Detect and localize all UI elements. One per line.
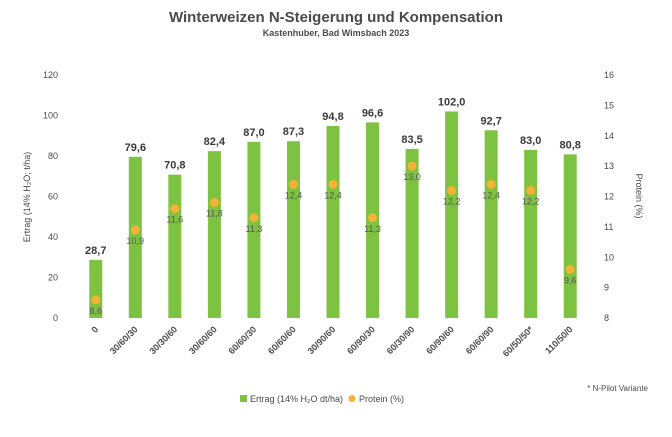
bars (89, 111, 577, 318)
protein-label: 12,4 (324, 190, 342, 200)
y-tick-left: 40 (48, 232, 58, 242)
x-tick-label: 110/50/0 (543, 324, 574, 355)
chart-title: Winterweizen N-Steigerung und Kompensati… (169, 9, 503, 26)
y-tick-left: 60 (48, 192, 58, 202)
protein-label: 11,6 (166, 215, 183, 225)
protein-labels: 8,6 10,9 11,6 11,8 11,3 12,4 12,4 11,3 13,0 12,2 1… (90, 172, 577, 316)
protein-point (368, 213, 378, 223)
x-tick-label: 60/60/90 (464, 324, 496, 356)
bar (247, 141, 261, 318)
protein-point (407, 161, 417, 171)
bar-label: 94,8 (322, 111, 343, 123)
bar-labels: 28,7 79,6 70,8 82,4 87,0 87,3 94,8 96,6 83,5 102,… (85, 96, 581, 256)
protein-point (130, 225, 140, 235)
protein-point (328, 179, 338, 189)
y-tick-right: 10 (604, 252, 614, 262)
x-tick-label: 30/60/30 (108, 324, 140, 356)
bar (286, 141, 300, 318)
bar-label: 82,4 (204, 136, 226, 148)
protein-label: 12,4 (482, 190, 500, 200)
protein-label: 12,2 (443, 196, 461, 206)
x-tick-label: 60/30/90 (385, 324, 417, 356)
y-axis-label-left: Ertrag (14% H₂O; t/ha) (22, 152, 32, 243)
bar-label: 79,6 (125, 142, 146, 154)
bar (563, 154, 577, 318)
bar (484, 130, 498, 318)
y-tick-left: 80 (48, 151, 58, 161)
bar (405, 148, 419, 318)
y-tick-right: 12 (604, 192, 614, 202)
protein-label: 12,2 (522, 196, 540, 206)
x-tick-label: 0 (90, 324, 101, 335)
legend-ertrag-label: Ertrag (14% H₂O dt/ha) (250, 394, 343, 404)
y-tick-left: 120 (43, 70, 58, 80)
y-tick-left: 20 (48, 273, 58, 283)
x-ticks: 0 30/60/30 30/30/60 30/60/60 60/60/30 60/60/6… (90, 324, 575, 359)
y-tick-right: 9 (604, 283, 609, 293)
y-axis-label-right: Protein (%) (634, 173, 644, 218)
x-tick-label: 60/60/60 (266, 324, 298, 356)
bar-label: 70,8 (164, 160, 185, 172)
x-tick-label: 30/90/60 (306, 324, 338, 356)
bar-label: 102,0 (438, 96, 466, 108)
x-tick-label: 60/60/30 (226, 324, 258, 356)
bar (89, 259, 103, 318)
protein-point (565, 264, 575, 274)
chart-subtitle: Kastenhuber, Bad Wimsbach 2023 (263, 28, 409, 38)
y-ticks-left: 0 20 40 60 80 100 120 (43, 70, 58, 323)
legend-protein-label: Protein (%) (359, 394, 404, 404)
footnote: * N-Pilot Variante (587, 384, 648, 393)
y-ticks-right: 8 9 10 11 12 13 14 15 16 (604, 70, 614, 323)
protein-label: 11,3 (245, 224, 262, 234)
y-tick-right: 16 (604, 70, 614, 80)
protein-label: 12,4 (285, 190, 303, 200)
protein-point (170, 204, 180, 214)
protein-point (447, 185, 457, 195)
y-tick-right: 8 (604, 313, 609, 323)
bar (207, 151, 221, 318)
protein-point (91, 295, 101, 305)
x-tick-label: 60/90/30 (345, 324, 377, 356)
x-tick-label: 30/30/60 (147, 324, 179, 356)
bar (168, 174, 182, 318)
bar-label: 92,7 (480, 115, 501, 127)
protein-point (486, 179, 496, 189)
bar (524, 149, 538, 318)
bar (326, 126, 340, 318)
legend-ertrag-swatch (240, 395, 247, 402)
bar-label: 28,7 (85, 245, 106, 257)
protein-label: 11,8 (206, 209, 223, 219)
protein-label: 10,9 (127, 236, 145, 246)
x-tick-label: 30/60/60 (187, 324, 219, 356)
legend: Ertrag (14% H₂O dt/ha) Protein (%) (240, 394, 404, 404)
x-tick-label: 60/90/60 (424, 324, 456, 356)
bar-label: 96,6 (362, 107, 383, 119)
bar-label: 87,3 (283, 126, 304, 138)
y-tick-right: 15 (604, 100, 614, 110)
protein-label: 11,3 (364, 224, 381, 234)
protein-point (288, 179, 298, 189)
bar-label: 80,8 (560, 139, 581, 151)
protein-label: 13,0 (403, 172, 421, 182)
protein-point (209, 198, 219, 208)
x-tick-label: 60/50/50* (501, 324, 536, 359)
y-tick-right: 13 (604, 161, 614, 171)
y-tick-right: 11 (604, 222, 613, 232)
bar-label: 83,5 (401, 134, 422, 146)
protein-label: 9,6 (564, 275, 577, 285)
bar (128, 156, 142, 318)
bar-label: 83,0 (520, 135, 541, 147)
y-tick-left: 100 (43, 111, 58, 121)
bar (445, 111, 459, 318)
y-tick-left: 0 (53, 313, 58, 323)
y-tick-right: 14 (604, 131, 614, 141)
legend-protein-marker (348, 395, 356, 402)
protein-points (91, 161, 575, 305)
protein-label: 8,6 (90, 306, 103, 316)
bar-label: 87,0 (243, 127, 264, 139)
protein-point (526, 185, 536, 195)
protein-point (249, 213, 259, 223)
